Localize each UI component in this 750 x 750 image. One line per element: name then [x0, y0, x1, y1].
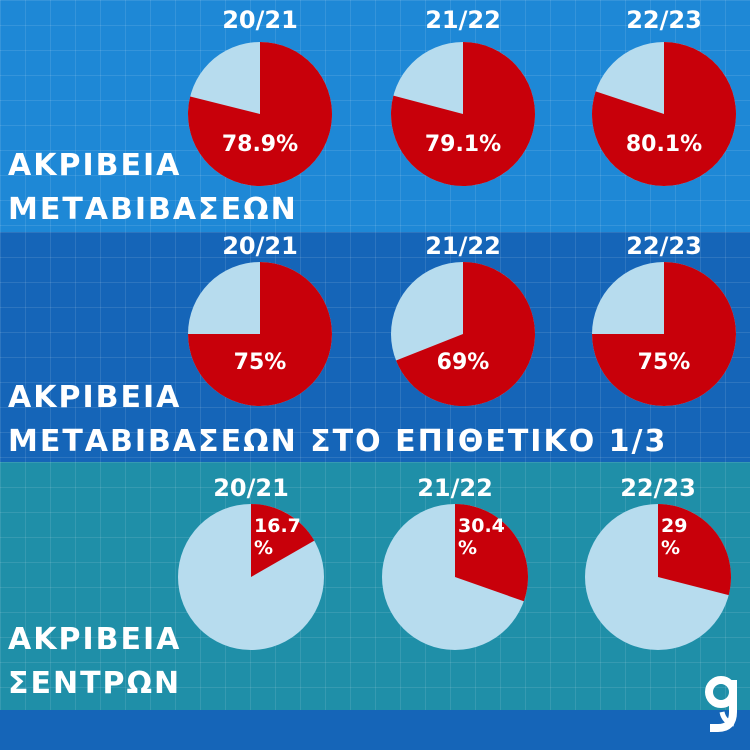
pie-value-label: 79.1%: [424, 132, 502, 157]
pie-chart: [391, 42, 535, 186]
pie-chart: [178, 504, 324, 650]
pie-value-label: 69%: [436, 350, 490, 375]
season-label: 22/23: [626, 6, 702, 34]
pie-value-label: 16.7 %: [254, 515, 301, 559]
title-final-third-line1: ΑΚΡΙΒΕΙΑ: [8, 380, 182, 415]
pie-slice-value: [658, 504, 731, 596]
pie-slice-value: [188, 262, 332, 406]
pie-slice-value: [251, 504, 315, 577]
pie-slice-value: [592, 262, 736, 406]
title-passing-line2: ΜΕΤΑΒΙΒΑΣΕΩΝ: [8, 192, 298, 227]
season-label: 20/21: [222, 232, 298, 260]
season-label: 22/23: [626, 232, 702, 260]
season-label: 20/21: [222, 6, 298, 34]
pie-chart: [592, 42, 736, 187]
pie-slice-value: [592, 42, 736, 187]
pie-chart: [585, 504, 731, 650]
pie-value-label: 78.9%: [221, 132, 299, 157]
title-crosses-line2: ΣΕΝΤΡΩΝ: [8, 666, 182, 701]
pie-chart: [382, 504, 528, 650]
pie-slice-value: [396, 262, 535, 406]
pie-value-label: 30.4 %: [458, 515, 505, 559]
pie-value-label: 75%: [233, 350, 287, 375]
g-logo-icon: [705, 676, 737, 732]
title-passing-line1: ΑΚΡΙΒΕΙΑ: [8, 148, 182, 183]
season-label: 21/22: [425, 232, 501, 260]
bottom-strip: [0, 710, 750, 750]
season-label: 21/22: [425, 6, 501, 34]
pie-slice-value: [391, 42, 535, 186]
pie-chart: [188, 262, 332, 406]
season-label: 22/23: [620, 474, 696, 502]
pie-value-label: 80.1%: [625, 132, 703, 157]
season-label: 20/21: [213, 474, 289, 502]
pie-chart: [188, 42, 332, 186]
pie-slice-value: [188, 42, 332, 186]
pie-chart: [391, 262, 535, 406]
title-final-third-line2: ΜΕΤΑΒΙΒΑΣΕΩΝ ΣΤΟ ΕΠΙΘΕΤΙΚΟ 1/3: [8, 424, 668, 459]
title-crosses-line1: ΑΚΡΙΒΕΙΑ: [8, 622, 182, 657]
pie-slice-value: [455, 504, 528, 602]
pie-value-label: 29 %: [661, 515, 688, 559]
pie-value-label: 75%: [637, 350, 691, 375]
pie-chart: [592, 262, 736, 406]
season-label: 21/22: [417, 474, 493, 502]
